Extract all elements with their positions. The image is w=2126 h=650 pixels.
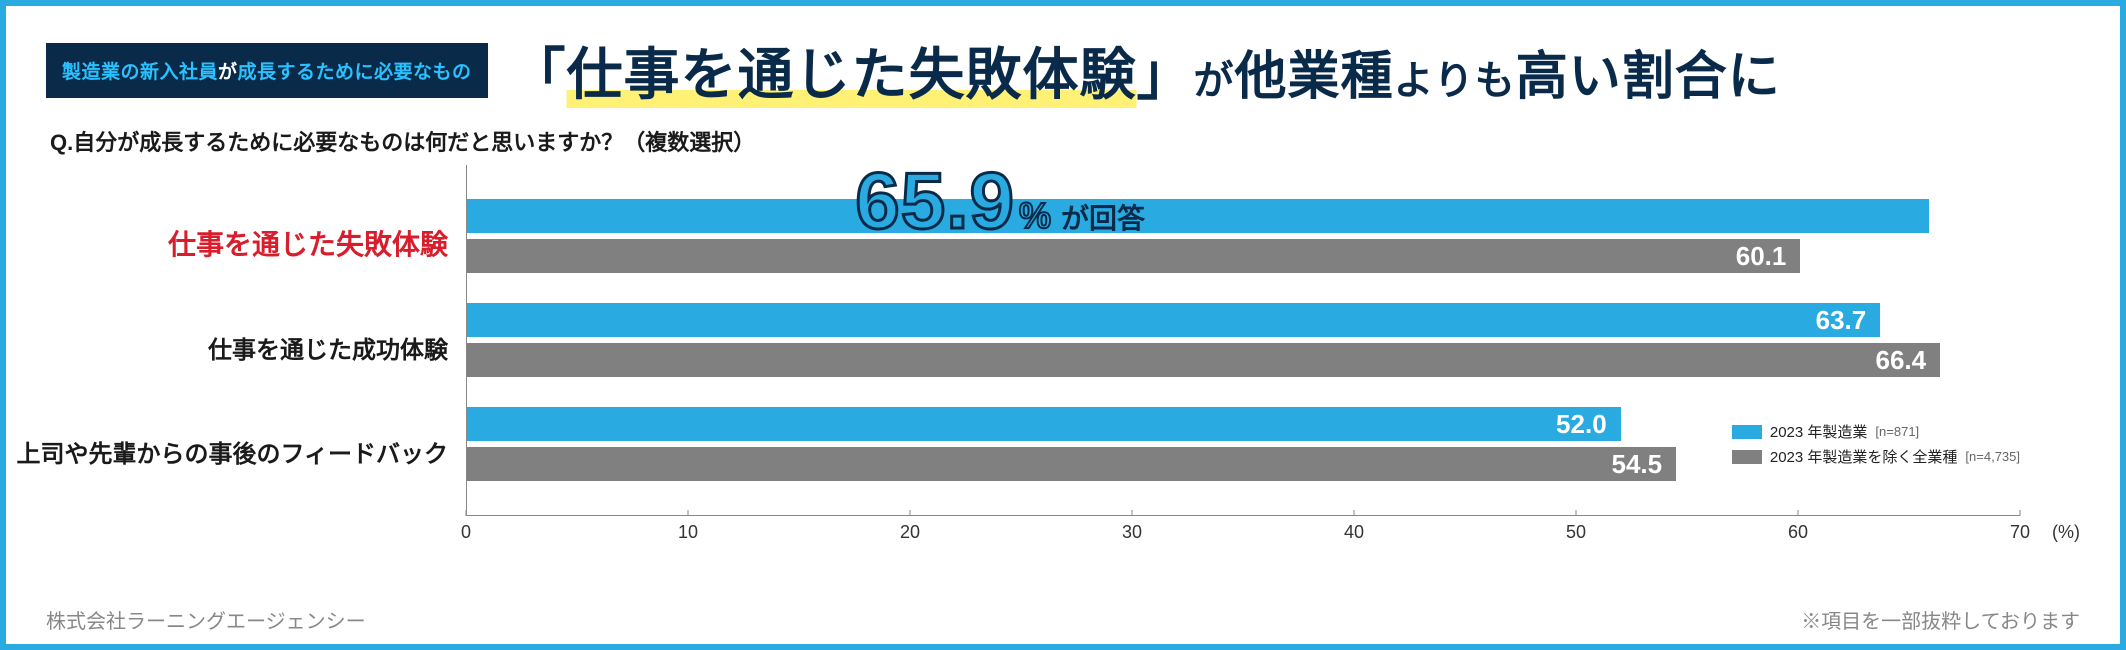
footer-note: ※項目を一部抜粋しております: [1801, 605, 2080, 634]
legend-n: [n=4,735]: [1965, 449, 2020, 464]
tick-mark: [2020, 510, 2021, 516]
header: 製造業の新入社員が成長するために必要なもの 「 仕事を通じた失敗体験 」 が 他…: [46, 30, 2080, 111]
headline: 「 仕事を通じた失敗体験 」 が 他業種 よりも 高い割合に: [510, 30, 1781, 111]
tick-mark: [1354, 510, 1355, 516]
bar-series-b: 66.4: [467, 343, 1940, 377]
legend-swatch: [1732, 450, 1762, 464]
category-label: 上司や先輩からの事後のフィードバック: [46, 399, 466, 503]
bar-series-a: 52.0: [467, 407, 1621, 441]
footer: 株式会社ラーニングエージェンシー ※項目を一部抜粋しております: [46, 605, 2080, 634]
tag-mid: が: [218, 62, 238, 83]
tick-label: 30: [1122, 522, 1142, 543]
headline-main: 仕事を通じた失敗体験: [567, 30, 1137, 111]
category-label: 仕事を通じた失敗体験: [46, 191, 466, 295]
tick-label: 40: [1344, 522, 1364, 543]
bar-group: 63.7 66.4: [467, 295, 2020, 399]
callout-pct: %: [1019, 195, 1051, 237]
bar-series-a: 63.7: [467, 303, 1880, 337]
legend-label: 2023 年製造業を除く全業種: [1770, 446, 1958, 467]
callout: 65.9 % が回答: [855, 161, 1145, 241]
header-tag: 製造業の新入社員が成長するために必要なもの: [46, 43, 488, 98]
bar-chart: 仕事を通じた失敗体験仕事を通じた成功体験上司や先輩からの事後のフィードバック 6…: [46, 165, 2080, 555]
legend: 2023 年製造業 [n=871] 2023 年製造業を除く全業種 [n=4,73…: [1732, 417, 2020, 467]
tick-label: 60: [1788, 522, 1808, 543]
tick-label: 0: [461, 522, 471, 543]
x-axis: 010203040506070: [466, 515, 2020, 555]
plot-inner: 60.163.766.452.054.5 65.9 % が回答 2023 年製造…: [466, 165, 2020, 515]
bar-group: 60.1: [467, 191, 2020, 295]
tick-label: 70: [2010, 522, 2030, 543]
footer-company: 株式会社ラーニングエージェンシー: [46, 605, 366, 634]
callout-value: 65.9: [855, 161, 1015, 241]
legend-swatch: [1732, 425, 1762, 439]
tick-mark: [466, 510, 467, 516]
tick-mark: [688, 510, 689, 516]
tick-mark: [910, 510, 911, 516]
legend-n: [n=871]: [1875, 424, 1919, 439]
tick-label: 50: [1566, 522, 1586, 543]
tick-mark: [1798, 510, 1799, 516]
headline-big2: 高い割合に: [1516, 34, 1781, 109]
legend-row: 2023 年製造業を除く全業種 [n=4,735]: [1732, 446, 2020, 467]
tick-mark: [1576, 510, 1577, 516]
headline-sub1: が: [1194, 48, 1235, 106]
headline-big1: 他業種: [1235, 34, 1394, 109]
bar-series-b: 54.5: [467, 447, 1676, 481]
tick-mark: [1132, 510, 1133, 516]
bar-series-a: [467, 199, 1929, 233]
plot-area: 60.163.766.452.054.5 65.9 % が回答 2023 年製造…: [466, 165, 2080, 555]
category-label: 仕事を通じた成功体験: [46, 295, 466, 399]
tick-label: 20: [900, 522, 920, 543]
headline-sub2: よりも: [1394, 48, 1516, 106]
category-labels: 仕事を通じた失敗体験仕事を通じた成功体験上司や先輩からの事後のフィードバック: [46, 165, 466, 555]
tick-label: 10: [678, 522, 698, 543]
legend-label: 2023 年製造業: [1770, 421, 1868, 442]
legend-row: 2023 年製造業 [n=871]: [1732, 421, 2020, 442]
axis-unit: (%): [2052, 522, 2080, 543]
question-text: Q.自分が成長するために必要なものは何だと思いますか？（複数選択）: [50, 125, 2080, 157]
infographic-frame: 製造業の新入社員が成長するために必要なもの 「 仕事を通じた失敗体験 」 が 他…: [0, 0, 2126, 650]
bracket-open: 「: [510, 30, 567, 111]
bracket-close: 」: [1137, 30, 1194, 111]
tag-accent-pre: 製造業の新入社員: [62, 62, 218, 83]
bar-series-b: 60.1: [467, 239, 1800, 273]
tag-accent-post: 成長するために必要なもの: [238, 62, 472, 83]
callout-suffix: が回答: [1061, 197, 1145, 237]
